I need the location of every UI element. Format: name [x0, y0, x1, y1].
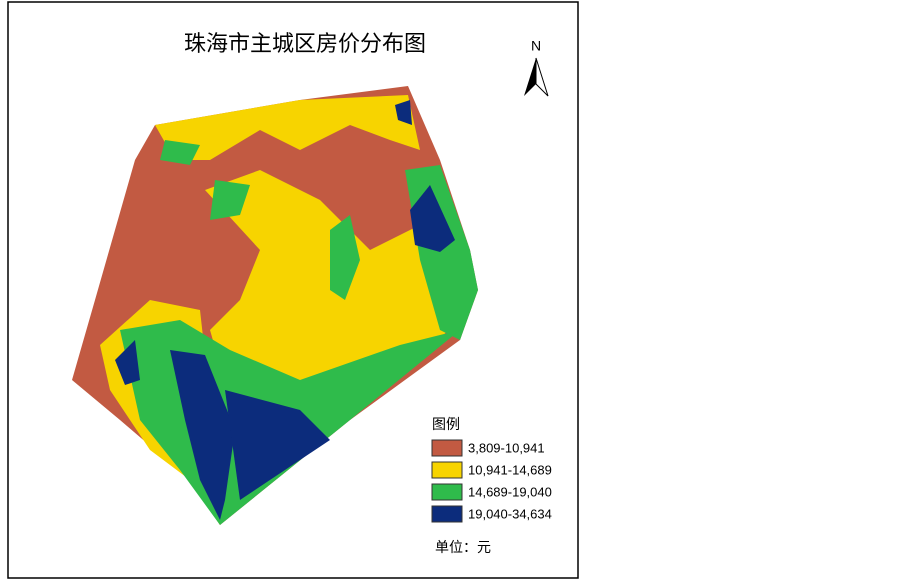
- region: [210, 180, 250, 220]
- legend-title: 图例: [432, 417, 460, 433]
- region: [155, 95, 420, 160]
- region: [225, 390, 330, 500]
- legend-label: 14,689-19,040: [468, 484, 552, 499]
- region: [160, 140, 200, 165]
- north-arrow: N: [524, 38, 549, 97]
- region: [410, 185, 455, 252]
- legend-label: 19,040-34,634: [468, 506, 552, 521]
- arrow-left: [524, 58, 536, 96]
- legend-swatch: [431, 483, 463, 501]
- legend-swatch: [431, 439, 463, 457]
- price-surface: [72, 86, 478, 525]
- legend-label: 10,941-14,689: [468, 462, 552, 477]
- arrow-right: [535, 57, 549, 97]
- legend-swatch: [431, 505, 463, 523]
- region: [170, 350, 235, 520]
- region: [330, 215, 360, 300]
- legend-swatch: [431, 461, 463, 479]
- legend-label: 3,809-10,941: [468, 440, 545, 455]
- map-title: 珠海市主城区房价分布图: [184, 32, 426, 57]
- region: [395, 100, 412, 125]
- unit-label: 单位：元: [435, 540, 491, 556]
- legend: 3,809-10,941 10,941-14,689 14,689-19,040 19…: [431, 439, 552, 523]
- north-label: N: [531, 38, 541, 54]
- region: [115, 340, 140, 385]
